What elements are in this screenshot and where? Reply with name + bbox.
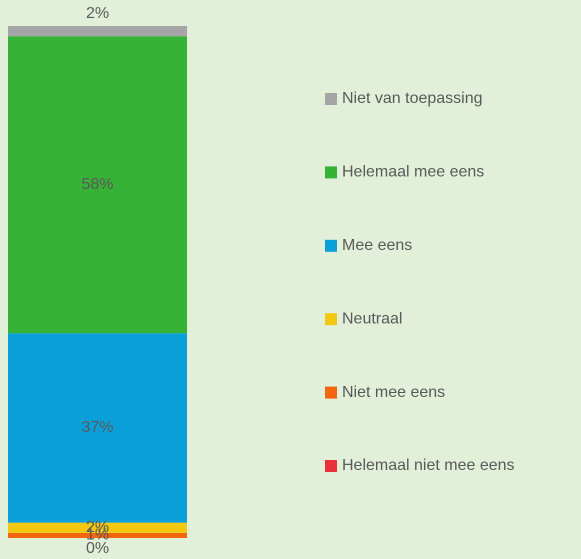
bar-segment xyxy=(8,522,187,533)
bar-segment xyxy=(8,333,187,523)
legend-label: Helemaal mee eens xyxy=(342,164,484,181)
legend-label: Helemaal niet mee eens xyxy=(342,457,515,474)
data-label: 2% xyxy=(86,519,109,536)
bar-segment xyxy=(8,26,187,37)
data-label: 2% xyxy=(86,5,109,22)
legend-swatch xyxy=(325,313,337,326)
legend-label: Mee eens xyxy=(342,237,412,254)
legend-swatch xyxy=(325,239,337,252)
legend-label: Niet mee eens xyxy=(342,384,445,401)
legend-swatch xyxy=(325,166,337,179)
legend-swatch xyxy=(325,460,337,472)
legend-label: Neutraal xyxy=(342,310,402,327)
bar-segment xyxy=(8,36,187,334)
bar-segment xyxy=(8,532,187,538)
data-label: 37% xyxy=(81,419,113,436)
legend-swatch xyxy=(325,93,337,105)
data-label: 0% xyxy=(86,540,109,557)
data-label: 58% xyxy=(81,176,113,193)
data-label: 1% xyxy=(86,527,109,544)
legend-swatch xyxy=(325,386,337,399)
legend-label: Niet van toepassing xyxy=(342,90,483,107)
